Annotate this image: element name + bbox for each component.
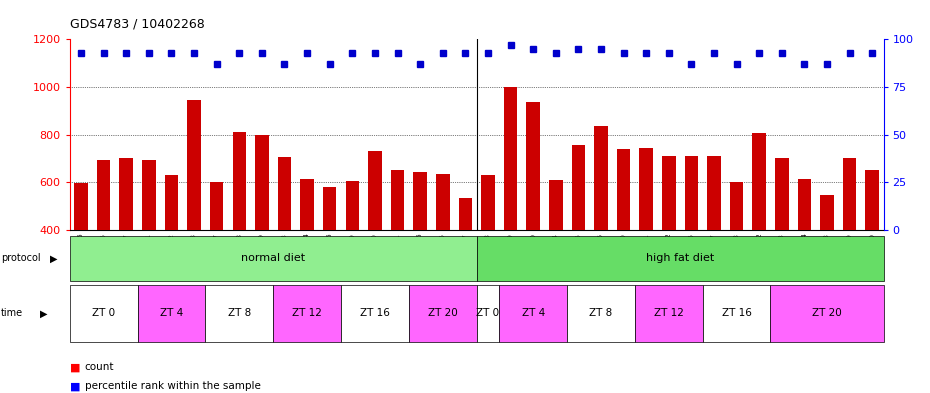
- Text: ZT 8: ZT 8: [228, 309, 251, 318]
- Bar: [278, 157, 291, 325]
- Bar: [730, 182, 743, 325]
- Text: ZT 4: ZT 4: [160, 309, 183, 318]
- Bar: [206, 285, 273, 342]
- Bar: [617, 149, 631, 325]
- Bar: [662, 156, 675, 325]
- Bar: [752, 133, 766, 325]
- Bar: [798, 179, 811, 325]
- Bar: [866, 170, 879, 325]
- Text: time: time: [1, 309, 23, 318]
- Bar: [549, 180, 563, 325]
- Text: ZT 8: ZT 8: [590, 309, 613, 318]
- Bar: [391, 170, 405, 325]
- Text: normal diet: normal diet: [241, 253, 305, 263]
- Bar: [341, 285, 409, 342]
- Bar: [119, 158, 133, 325]
- Bar: [210, 182, 223, 325]
- Text: percentile rank within the sample: percentile rank within the sample: [85, 381, 260, 391]
- Text: ZT 0: ZT 0: [476, 309, 499, 318]
- Bar: [74, 184, 87, 325]
- Bar: [97, 160, 111, 325]
- Bar: [413, 171, 427, 325]
- Text: ZT 16: ZT 16: [360, 309, 390, 318]
- Bar: [843, 158, 857, 325]
- Bar: [142, 160, 155, 325]
- Bar: [639, 148, 653, 325]
- Bar: [323, 187, 337, 325]
- Bar: [255, 134, 269, 325]
- Text: ZT 20: ZT 20: [428, 309, 458, 318]
- Bar: [346, 181, 359, 325]
- Bar: [138, 285, 206, 342]
- Bar: [458, 198, 472, 325]
- Text: protocol: protocol: [1, 253, 41, 263]
- Text: count: count: [85, 362, 114, 373]
- Bar: [594, 126, 607, 325]
- Bar: [684, 156, 698, 325]
- Bar: [635, 285, 703, 342]
- Bar: [770, 285, 884, 342]
- Bar: [504, 87, 517, 325]
- Bar: [70, 285, 138, 342]
- Bar: [476, 285, 499, 342]
- Bar: [436, 174, 449, 325]
- Bar: [273, 285, 341, 342]
- Bar: [232, 132, 246, 325]
- Text: ■: ■: [70, 381, 80, 391]
- Bar: [703, 285, 770, 342]
- Text: ▶: ▶: [50, 253, 58, 263]
- Bar: [165, 175, 179, 325]
- Bar: [300, 179, 313, 325]
- Bar: [476, 236, 884, 281]
- Text: GDS4783 / 10402268: GDS4783 / 10402268: [70, 18, 205, 31]
- Text: ■: ■: [70, 362, 80, 373]
- Text: ZT 20: ZT 20: [812, 309, 842, 318]
- Bar: [820, 195, 834, 325]
- Bar: [775, 158, 789, 325]
- Text: ZT 0: ZT 0: [92, 309, 115, 318]
- Bar: [499, 285, 567, 342]
- Bar: [572, 145, 585, 325]
- Bar: [567, 285, 635, 342]
- Bar: [368, 151, 381, 325]
- Text: ZT 12: ZT 12: [654, 309, 684, 318]
- Bar: [187, 100, 201, 325]
- Text: high fat diet: high fat diet: [646, 253, 714, 263]
- Text: ▶: ▶: [40, 309, 47, 318]
- Bar: [409, 285, 476, 342]
- Bar: [70, 236, 476, 281]
- Bar: [481, 175, 495, 325]
- Text: ZT 16: ZT 16: [722, 309, 751, 318]
- Text: ZT 4: ZT 4: [522, 309, 545, 318]
- Bar: [707, 156, 721, 325]
- Bar: [526, 103, 540, 325]
- Text: ZT 12: ZT 12: [292, 309, 322, 318]
